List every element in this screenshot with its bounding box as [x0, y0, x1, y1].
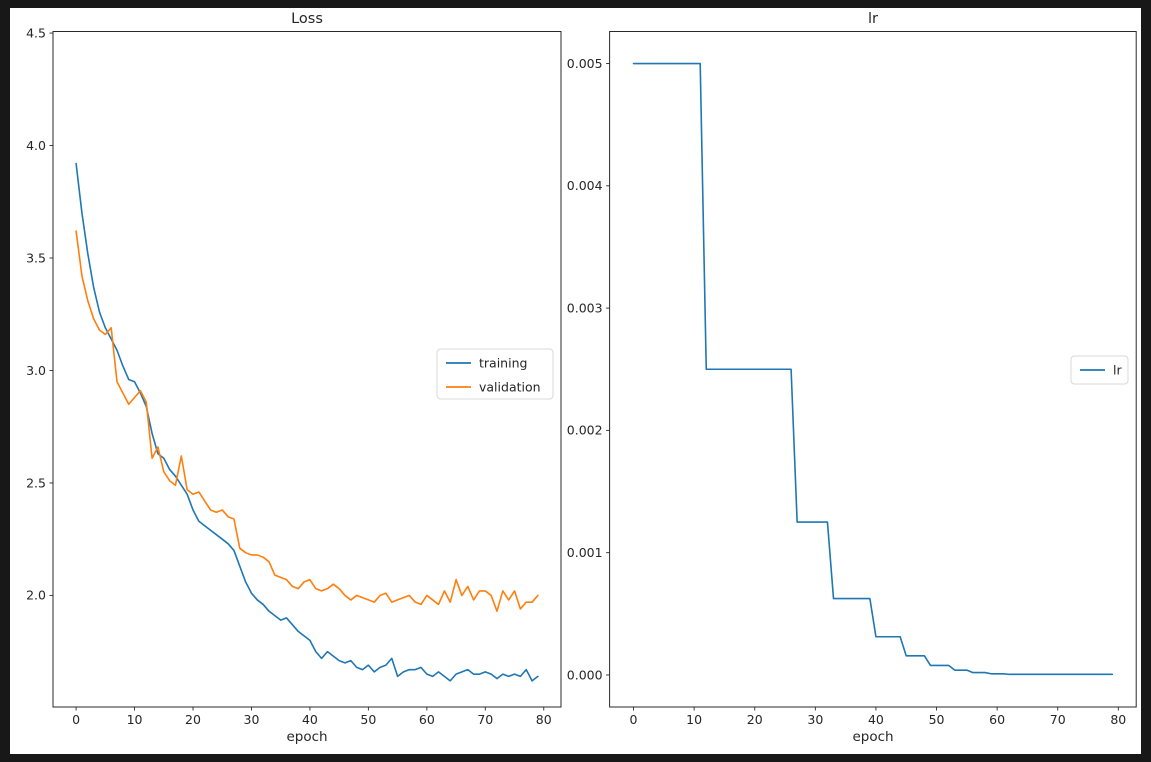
y-tick-label: 0.004 [567, 178, 603, 193]
y-tick-label: 2.0 [26, 588, 46, 603]
y-tick-label: 2.5 [26, 475, 46, 490]
x-tick-label: 70 [477, 712, 493, 727]
y-tick-label: 0.003 [567, 300, 603, 315]
legend-label: lr [1113, 362, 1122, 377]
x-tick-label: 0 [630, 712, 638, 727]
x-tick-label: 60 [989, 712, 1005, 727]
validation-line [75, 230, 539, 612]
training-line [75, 162, 539, 682]
y-tick-label: 4.0 [26, 138, 46, 153]
x-tick-label: 80 [536, 712, 552, 727]
y-tick-label: 0.002 [567, 423, 603, 438]
matplotlib-figure: 0 10 20 30 40 50 60 70 80 4.5 4.0 3.5 3.0 2.5 2.0 Loss e… [10, 8, 1141, 754]
x-axis-label: epoch [852, 729, 893, 745]
legend: lr [1070, 355, 1129, 385]
lr-line [632, 62, 1114, 676]
y-tick-label: 0.000 [567, 667, 603, 682]
legend: training validation [436, 348, 554, 400]
y-tick-label: 0.001 [567, 545, 603, 560]
x-tick-label: 50 [929, 712, 945, 727]
x-axis-label: epoch [286, 729, 327, 745]
y-tick-label: 3.5 [26, 250, 46, 265]
x-tick-label: 20 [747, 712, 763, 727]
loss-subplot: 0 10 20 30 40 50 60 70 80 4.5 4.0 3.5 3.0 2.5 2.0 Loss e… [26, 11, 562, 745]
chart-title: lr [868, 11, 878, 27]
axes-frame [609, 31, 1137, 708]
x-tick-label: 20 [185, 712, 201, 727]
x-tick-label: 30 [244, 712, 260, 727]
x-tick-label: 70 [1050, 712, 1066, 727]
x-tick-label: 30 [807, 712, 823, 727]
legend-label: training [479, 355, 527, 370]
legend-label: validation [479, 379, 541, 394]
x-tick-label: 80 [1110, 712, 1126, 727]
x-tick-label: 0 [72, 712, 80, 727]
y-tick-label: 3.0 [26, 363, 46, 378]
x-tick-label: 40 [868, 712, 884, 727]
x-tick-label: 10 [686, 712, 702, 727]
x-tick-label: 10 [127, 712, 143, 727]
y-tick-label: 4.5 [26, 25, 46, 40]
y-tick-label: 0.005 [567, 56, 603, 71]
x-tick-label: 50 [360, 712, 376, 727]
chart-title: Loss [291, 11, 323, 27]
x-tick-label: 60 [419, 712, 435, 727]
x-tick-label: 40 [302, 712, 318, 727]
lr-subplot: 0 10 20 30 40 50 60 70 80 0.005 0.004 0.003 0.002 0.0… [567, 11, 1137, 745]
